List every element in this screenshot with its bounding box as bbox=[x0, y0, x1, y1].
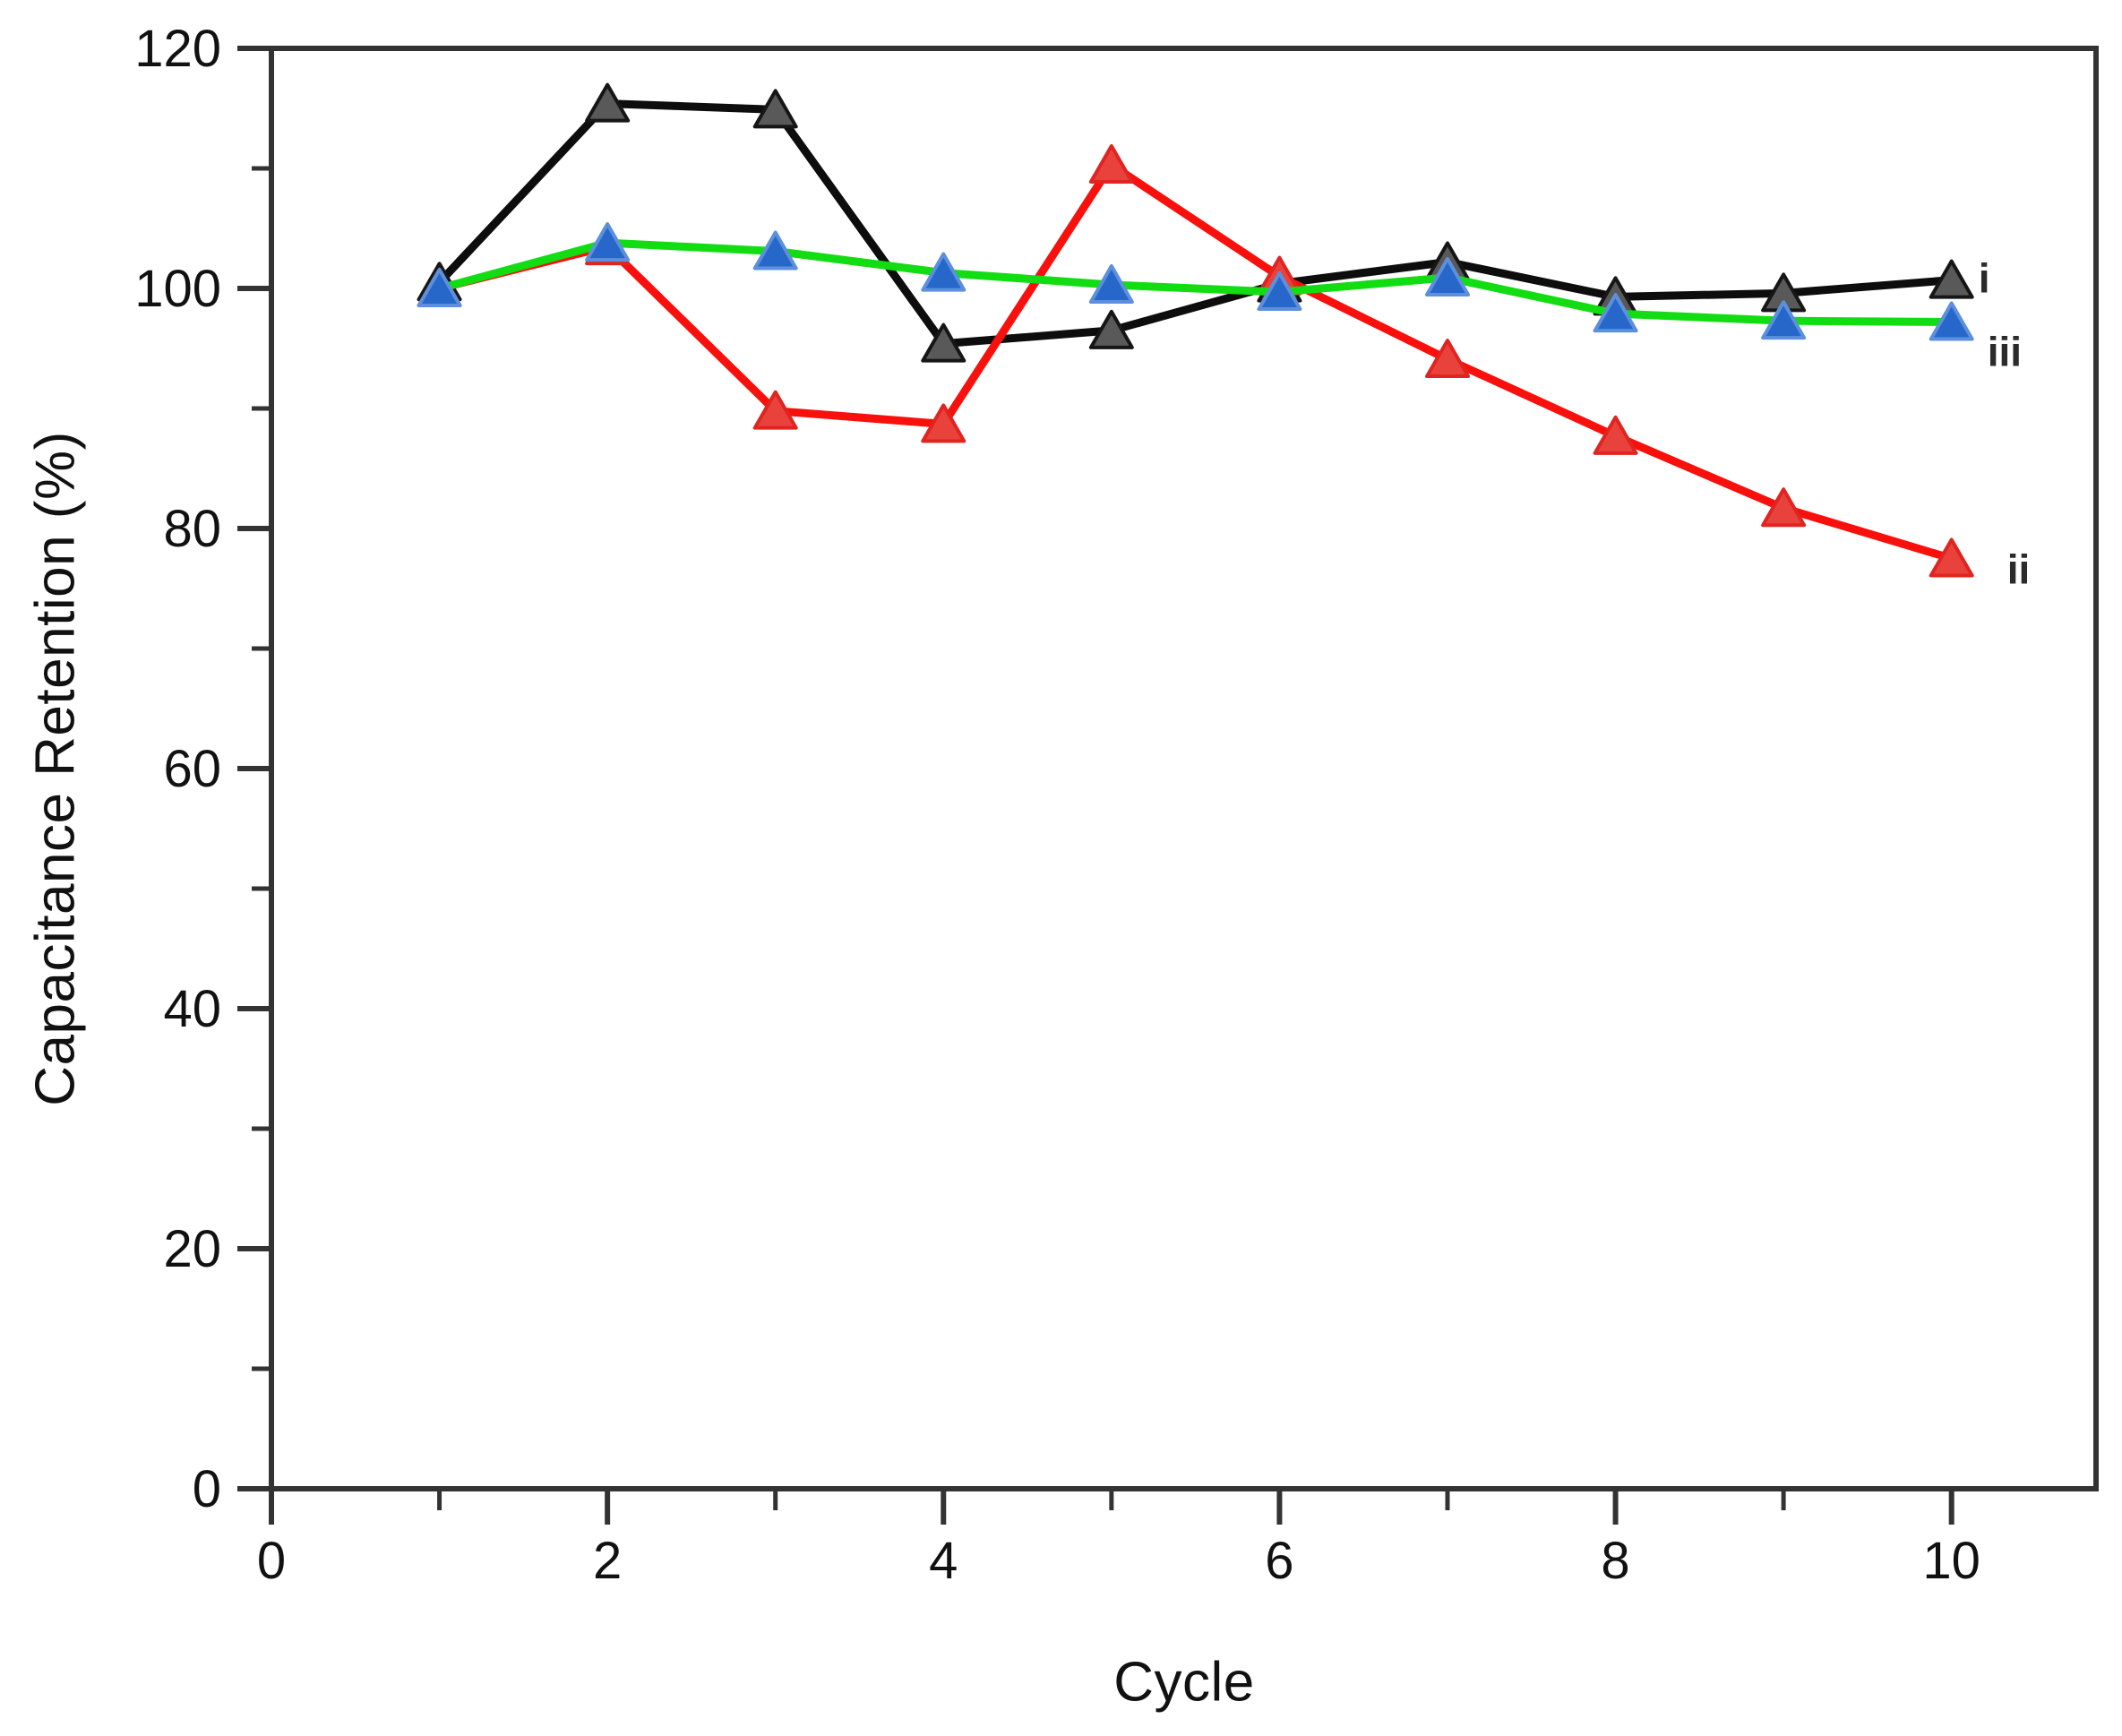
data-point-marker bbox=[1088, 309, 1134, 349]
y-tick-label: 60 bbox=[163, 740, 221, 798]
x-axis-title: Cycle bbox=[1113, 1651, 1255, 1714]
series-label-ii: ii bbox=[2007, 546, 2031, 593]
data-point-marker bbox=[417, 268, 462, 307]
data-point-marker bbox=[921, 403, 966, 443]
data-point-marker bbox=[752, 390, 798, 430]
data-point-marker bbox=[1257, 271, 1302, 312]
y-axis-title: Capacitance Retention (%) bbox=[24, 431, 87, 1106]
data-point-marker bbox=[921, 252, 966, 292]
x-tick-label: 8 bbox=[1601, 1532, 1629, 1590]
series-line-iii bbox=[438, 238, 1952, 327]
data-point-marker bbox=[1929, 301, 1974, 341]
x-tick-label: 10 bbox=[1922, 1532, 1980, 1590]
data-point-marker bbox=[1088, 263, 1134, 304]
y-tick-label: 20 bbox=[163, 1220, 221, 1278]
data-point-marker bbox=[921, 322, 966, 363]
y-tick-label: 100 bbox=[134, 260, 221, 318]
data-point-marker bbox=[752, 89, 798, 129]
data-point-marker bbox=[1929, 259, 1974, 299]
y-tick-label: 80 bbox=[163, 500, 221, 558]
data-point-marker bbox=[1088, 143, 1134, 184]
series-line-ii bbox=[438, 160, 1953, 563]
data-point-marker bbox=[585, 222, 631, 262]
series-label-i: i bbox=[1979, 255, 1990, 302]
data-point-marker bbox=[1593, 293, 1638, 333]
data-point-marker bbox=[752, 230, 798, 271]
y-tick-label: 0 bbox=[193, 1460, 221, 1518]
data-point-marker bbox=[1424, 256, 1470, 296]
y-tick-label: 120 bbox=[134, 20, 221, 78]
data-point-marker bbox=[585, 82, 631, 123]
data-point-marker bbox=[1761, 487, 1807, 528]
x-tick-label: 6 bbox=[1265, 1532, 1293, 1590]
data-point-marker bbox=[1761, 300, 1807, 340]
x-tick-label: 2 bbox=[593, 1532, 622, 1590]
series-label-iii: iii bbox=[1988, 329, 2022, 375]
x-tick-label: 4 bbox=[929, 1532, 958, 1590]
data-point-marker bbox=[1929, 537, 1974, 578]
y-tick-label: 40 bbox=[163, 980, 221, 1038]
data-point-marker bbox=[1424, 339, 1470, 379]
data-point-marker bbox=[1593, 415, 1638, 455]
series-line-i bbox=[436, 99, 1953, 348]
x-tick-label: 0 bbox=[257, 1532, 286, 1590]
